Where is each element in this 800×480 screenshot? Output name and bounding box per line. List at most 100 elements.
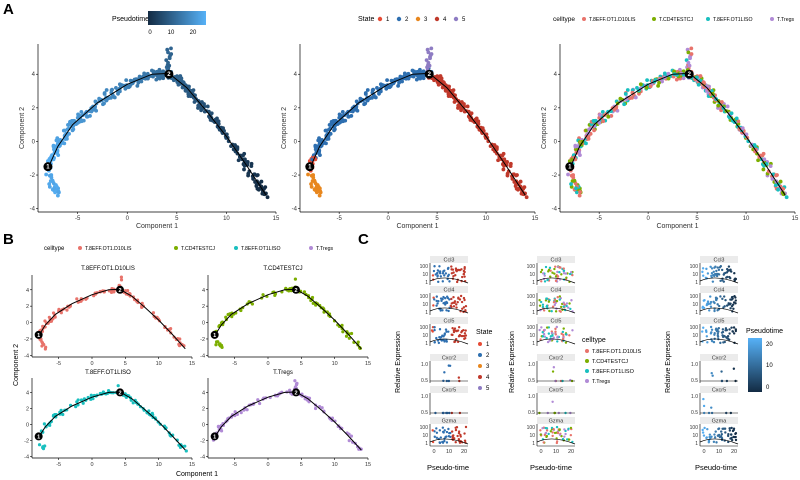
- expression-point: [446, 274, 450, 278]
- expression-point: [724, 298, 727, 302]
- data-point: [251, 177, 255, 181]
- data-point: [119, 275, 123, 279]
- plot-B: -5 0 5 10 15 -4 -2 0 2 4 1 2: [200, 378, 371, 468]
- plot-B: -5 0 5 10 15 -4 -2 0 2 4 1 2: [24, 378, 195, 468]
- expression-point: [714, 296, 718, 300]
- expression-point: [703, 426, 706, 430]
- trend-line: [536, 438, 576, 445]
- expression-point: [454, 440, 457, 444]
- y-tick-label: 100: [420, 294, 429, 300]
- data-point: [630, 95, 634, 100]
- x-tick-label: 10: [332, 361, 338, 367]
- expression-point: [730, 438, 734, 442]
- expression-point: [732, 307, 735, 310]
- data-point: [352, 107, 357, 112]
- branch-node: [116, 285, 124, 294]
- legend-entry: 4: [443, 17, 447, 23]
- expression-point: [464, 304, 468, 308]
- y-tick-label: 0.5: [421, 378, 428, 384]
- expression-point: [462, 328, 465, 332]
- y-tick-label: -4: [552, 207, 558, 213]
- data-point: [459, 100, 464, 104]
- data-point: [311, 175, 316, 180]
- data-point: [349, 434, 354, 438]
- y-tick-label: 2: [26, 304, 29, 310]
- data-point: [618, 96, 623, 101]
- expression-point: [436, 302, 439, 305]
- expression-point: [543, 335, 547, 338]
- colorbar-tick: 0: [766, 385, 770, 391]
- expression-point: [454, 267, 458, 270]
- y-tick-label: 4: [32, 72, 36, 78]
- expression-point: [565, 302, 569, 305]
- expression-point: [438, 336, 441, 339]
- data-point: [518, 179, 523, 184]
- expression-point: [719, 295, 722, 298]
- expression-point: [702, 404, 706, 408]
- expression-point: [460, 334, 463, 338]
- data-point: [623, 92, 628, 96]
- legend-swatch: [396, 16, 402, 22]
- expression-point: [455, 303, 458, 306]
- expression-point: [545, 297, 549, 300]
- branch-node: [116, 388, 124, 397]
- facet-title: T.CD4TESTCJ: [263, 266, 302, 272]
- expression-point: [545, 305, 548, 309]
- expression-point: [702, 299, 706, 302]
- trend-line: [536, 307, 576, 314]
- data-point: [591, 118, 596, 123]
- expression-point: [447, 427, 450, 431]
- expression-point: [723, 272, 726, 275]
- data-point: [177, 342, 181, 346]
- expression-point: [561, 337, 565, 341]
- data-point: [344, 334, 349, 338]
- expression-point: [442, 270, 445, 273]
- data-point: [501, 151, 506, 156]
- expression-point: [459, 435, 462, 438]
- expression-point: [448, 298, 451, 301]
- data-point: [243, 157, 247, 162]
- expression-point: [433, 328, 436, 332]
- c-xlabel: Pseudo-time: [427, 463, 469, 472]
- legend-swatch: [585, 359, 589, 363]
- y-tick-label: 1: [532, 441, 535, 447]
- expression-point: [552, 427, 555, 431]
- data-point: [397, 80, 401, 85]
- strip: [537, 286, 575, 293]
- branch-node-label: 2: [118, 390, 121, 396]
- data-point: [516, 187, 520, 192]
- data-point: [52, 186, 57, 191]
- data-point: [254, 183, 259, 188]
- data-point: [51, 143, 56, 148]
- expression-point: [555, 325, 559, 329]
- data-point: [347, 336, 351, 340]
- expression-point: [439, 309, 442, 312]
- expression-point: [554, 279, 558, 283]
- expression-point: [457, 430, 461, 433]
- expression-point: [441, 272, 445, 275]
- expression-point: [558, 295, 562, 298]
- expression-point: [445, 330, 448, 333]
- y-tick-label: 4: [202, 288, 205, 294]
- expression-point: [717, 433, 721, 437]
- expression-point: [545, 435, 548, 439]
- expression-point: [435, 304, 438, 307]
- expression-point: [554, 327, 557, 331]
- data-point: [52, 147, 57, 152]
- data-point: [166, 50, 170, 55]
- y-tick-label: 2: [32, 106, 36, 112]
- expression-point: [708, 309, 711, 312]
- data-point: [672, 69, 677, 74]
- y-tick-label: 0.5: [691, 410, 698, 416]
- data-point: [169, 52, 174, 56]
- expression-point: [555, 299, 559, 303]
- expression-point: [724, 327, 728, 330]
- expression-point: [705, 436, 708, 439]
- plot-A3: -5 0 5 10 15 -4 -2 0 2 4 Component 1 Component 2 1 2: [541, 44, 799, 230]
- expression-point: [464, 309, 467, 312]
- plot-A2: -5 0 5 10 15 -4 -2 0 2 4 Component 1 Component 2 1 2: [281, 44, 539, 230]
- data-point: [37, 443, 42, 447]
- data-point: [151, 311, 156, 315]
- strip: [700, 417, 738, 424]
- expression-point: [569, 426, 573, 430]
